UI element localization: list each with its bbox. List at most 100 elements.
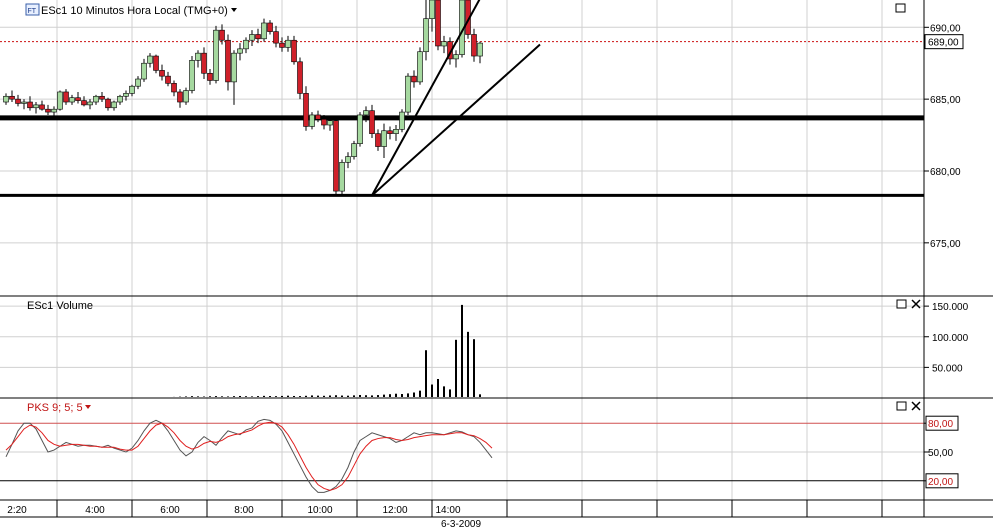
candle-up <box>453 54 459 60</box>
candle-up <box>327 120 333 126</box>
candle-up <box>213 29 219 81</box>
candle-down <box>267 22 273 32</box>
candle-down <box>75 97 81 101</box>
candle-up <box>339 162 345 192</box>
candle-down <box>387 130 393 134</box>
x-axis-tick-label: 6:00 <box>160 505 180 516</box>
candle-down <box>159 70 165 77</box>
candle-up <box>3 95 9 103</box>
candle-up <box>123 93 129 97</box>
pks-level-label-box <box>925 473 959 489</box>
candle-up <box>417 51 423 83</box>
volume-maximize-icon[interactable] <box>896 299 907 309</box>
grid-layer <box>0 0 924 517</box>
candle-up <box>69 97 75 103</box>
candle-down <box>321 118 327 126</box>
candle-down <box>273 31 279 44</box>
candle-down <box>9 95 15 100</box>
candle-down <box>45 108 51 113</box>
candle-up <box>57 91 63 110</box>
price-candles <box>3 0 483 196</box>
price-tick-label: 690,00 <box>930 23 961 34</box>
candle-down <box>297 61 303 94</box>
pks-tick-label: 20,00 <box>928 477 953 488</box>
candle-down <box>27 101 33 109</box>
candle-down <box>375 133 381 147</box>
candle-up <box>363 110 369 116</box>
candle-up <box>357 114 363 144</box>
candle-up <box>51 108 57 113</box>
candle-up <box>135 78 141 87</box>
candle-down <box>279 42 285 48</box>
candle-down <box>105 98 111 109</box>
trendline <box>371 0 481 196</box>
date-label: 6-3-2009 <box>441 519 481 530</box>
volume-tick-label: 50.000 <box>932 363 963 374</box>
candle-up <box>429 0 435 19</box>
pks-level-label-box <box>925 415 959 431</box>
candle-up <box>189 60 195 91</box>
candle-down <box>435 0 441 47</box>
candle-up <box>441 41 447 47</box>
last-price-label-box <box>924 34 964 50</box>
candle-down <box>153 55 159 71</box>
candle-down <box>39 104 45 110</box>
candle-down <box>291 39 297 63</box>
pks-line-fast <box>5 421 493 491</box>
candle-down <box>207 72 213 81</box>
x-axis-tick-label: 10:00 <box>307 505 332 516</box>
trendline <box>371 43 541 197</box>
pks-maximize-icon[interactable] <box>896 401 907 411</box>
volume-close-icon[interactable] <box>911 299 921 309</box>
candle-up <box>381 130 387 147</box>
volume-bars <box>173 304 481 397</box>
x-axis-tick-label: 2:20 <box>7 505 27 516</box>
candle-down <box>15 98 21 104</box>
ft-badge-icon <box>25 3 40 16</box>
axis-layer: 690,00 685,00 680,00 675,00 150.000 100.000 50… <box>0 0 993 518</box>
price-tick-label: 680,00 <box>930 167 961 178</box>
candle-down <box>219 29 225 41</box>
candle-up <box>195 52 201 61</box>
candle-up <box>399 111 405 130</box>
dropdown-arrow-icon[interactable] <box>231 8 237 12</box>
candle-up <box>33 104 39 109</box>
candle-down <box>411 75 417 83</box>
candle-down <box>471 34 477 57</box>
candle-up <box>237 48 243 54</box>
candle-down <box>303 93 309 127</box>
candle-up <box>345 156 351 163</box>
candle-up <box>285 39 291 48</box>
candle-up <box>243 39 249 50</box>
pks-close-icon[interactable] <box>911 401 921 411</box>
candle-up <box>231 52 237 83</box>
ft-badge-text: FT <box>28 8 37 15</box>
pks-chart-title: PKS 9; 5; 5 <box>27 402 83 414</box>
candle-down <box>99 95 105 100</box>
last-price-label: 689,00 <box>928 38 959 49</box>
candle-down <box>225 39 231 83</box>
candle-up <box>93 95 99 103</box>
maximize-icon[interactable] <box>895 3 906 13</box>
candle-up <box>405 75 411 113</box>
candle-up <box>111 101 117 109</box>
candle-down <box>63 91 69 103</box>
x-axis-tick-label: 4:00 <box>85 505 105 516</box>
x-axis-tick-label: 12:00 <box>382 505 407 516</box>
candle-up <box>393 129 399 134</box>
candle-down <box>165 75 171 84</box>
candle-down <box>177 91 183 103</box>
candle-up <box>351 143 357 157</box>
candle-up <box>87 101 93 106</box>
candle-down <box>315 114 321 120</box>
candle-down <box>333 120 339 192</box>
candle-down <box>369 110 375 134</box>
price-panel-header: FT ESc1 10 Minutos Hora Local (TMG+0) <box>25 3 237 17</box>
volume-tick-label: 150.000 <box>932 302 969 313</box>
x-axis-tick-label: 8:00 <box>234 505 254 516</box>
candle-up <box>21 101 27 104</box>
pks-dropdown-arrow-icon[interactable] <box>85 405 91 409</box>
candle-up <box>183 90 189 103</box>
